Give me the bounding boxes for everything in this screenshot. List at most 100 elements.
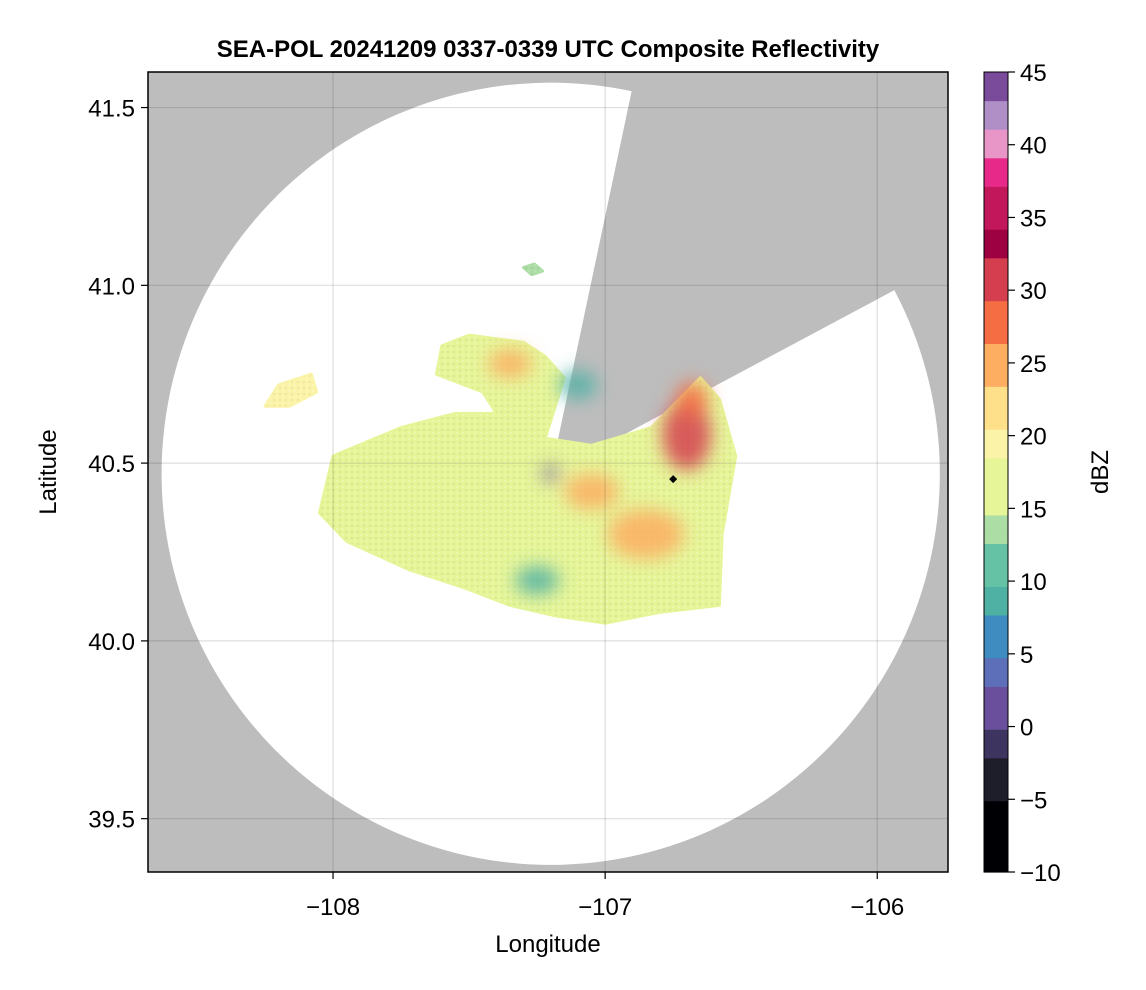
colorbar-swatch [984,329,1008,345]
reflectivity-echoes [263,262,738,625]
y-tick-label: 40.0 [88,629,135,656]
colorbar-swatch [984,229,1008,245]
colorbar-swatch [984,814,1008,830]
colorbar-swatch [984,429,1008,445]
colorbar-swatch [984,86,1008,102]
colorbar-swatch [984,443,1008,459]
colorbar-swatch [984,457,1008,473]
colorbar-swatch [984,700,1008,716]
colorbar-swatch [984,543,1008,559]
colorbar-tick-label: 5 [1020,642,1033,669]
colorbar-tick-label: −10 [1020,860,1061,887]
echo-texture-north-cells [523,264,543,275]
colorbar-swatch [984,157,1008,173]
colorbar-swatch [984,357,1008,373]
colorbar-swatch [984,600,1008,616]
colorbar-swatch [984,300,1008,316]
colorbar-swatch [984,857,1008,873]
colorbar-swatch [984,829,1008,845]
x-tick-label: −107 [578,894,632,921]
colorbar [984,72,1008,873]
colorbar-frame [983,71,1009,873]
grid-lines [148,72,948,872]
colorbar-swatch [984,643,1008,659]
colorbar-swatch [984,686,1008,702]
colorbar-swatch [984,372,1008,387]
plot-frame [147,71,949,873]
plot-area [148,72,948,872]
radar-site-marker [669,475,678,484]
colorbar-swatch [984,243,1008,259]
y-tick-label: 41.0 [88,273,135,300]
colorbar-ticks: −10 −5 0 5 10 15 20 25 30 35 40 45 [1008,60,1061,887]
colorbar-tick-label: 20 [1020,424,1047,451]
colorbar-swatch [984,114,1008,130]
colorbar-swatch [984,214,1008,230]
colorbar-swatch [984,386,1008,402]
colorbar-swatch [984,629,1008,645]
echo-core-3 [607,509,685,560]
colorbar-swatch [984,172,1008,187]
colorbar-swatch [984,200,1008,216]
echo-core-2 [675,381,709,417]
colorbar-swatch [984,500,1008,516]
colorbar-label: dBZ [1087,450,1114,494]
x-axis-label: Longitude [495,931,600,958]
colorbar-tick-label: 45 [1020,60,1047,87]
y-tick-label: 40.5 [88,451,135,478]
colorbar-swatch [984,586,1008,602]
colorbar-swatch [984,557,1008,573]
colorbar-swatch [984,529,1008,545]
x-tick-label: −106 [850,894,904,921]
colorbar-tick-label: 40 [1020,133,1047,160]
colorbar-swatch [984,472,1008,487]
colorbar-tick-label: 35 [1020,205,1047,232]
colorbar-swatch [984,100,1008,116]
colorbar-swatch [984,843,1008,859]
x-tick-label: −108 [306,894,360,921]
echo-core-6 [515,566,559,595]
colorbar-tick-label: 30 [1020,278,1047,305]
colorbar-tick-label: 25 [1020,351,1047,378]
colorbar-tick-label: −5 [1020,787,1047,814]
echo-core-1 [662,399,712,471]
colorbar-tick-label: 0 [1020,715,1033,742]
colorbar-swatch [984,772,1008,787]
y-axis: 39.5 40.0 40.5 41.0 41.5 [88,96,148,834]
echo-core-4 [564,473,619,510]
colorbar-swatch [984,714,1008,730]
echo-core-5 [558,370,597,400]
colorbar-swatch [984,743,1008,759]
colorbar-swatch [984,614,1008,630]
colorbar-swatch [984,129,1008,145]
colorbar-swatch [984,314,1008,330]
echo-texture-west-cluster [265,374,317,407]
colorbar-tick-label: 10 [1020,569,1047,596]
x-axis: −108 −107 −106 [306,872,904,921]
chart-title: SEA-POL 20241209 0337-0339 UTC Composite… [217,36,880,63]
colorbar-swatch [984,572,1008,587]
colorbar-tick-label: 15 [1020,496,1047,523]
echo-core-0 [488,349,532,378]
colorbar-swatch [984,414,1008,430]
colorbar-swatch [984,272,1008,287]
colorbar-swatch [984,486,1008,502]
colorbar-swatch [984,786,1008,802]
colorbar-swatch [984,657,1008,673]
colorbar-swatch [984,72,1008,87]
colorbar-swatch [984,800,1008,816]
echo-core-7 [542,466,559,481]
colorbar-swatch [984,186,1008,202]
colorbar-swatch [984,514,1008,530]
y-tick-label: 39.5 [88,807,135,834]
colorbar-swatch [984,400,1008,416]
colorbar-swatch [984,143,1008,159]
echo-cores [488,349,712,595]
colorbar-swatch [984,757,1008,773]
colorbar-swatch [984,257,1008,273]
y-tick-label: 41.5 [88,96,135,123]
y-axis-label: Latitude [35,429,62,514]
colorbar-swatch [984,672,1008,687]
colorbar-swatch [984,343,1008,359]
